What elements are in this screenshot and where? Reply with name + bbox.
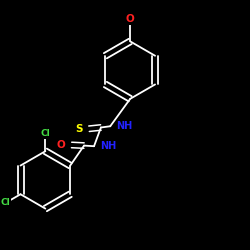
Text: NH: NH (116, 121, 133, 131)
Text: S: S (75, 124, 83, 134)
Text: Cl: Cl (0, 198, 10, 207)
Text: O: O (126, 14, 134, 24)
Text: Cl: Cl (40, 129, 50, 138)
Text: O: O (56, 140, 65, 150)
Text: NH: NH (100, 141, 116, 151)
